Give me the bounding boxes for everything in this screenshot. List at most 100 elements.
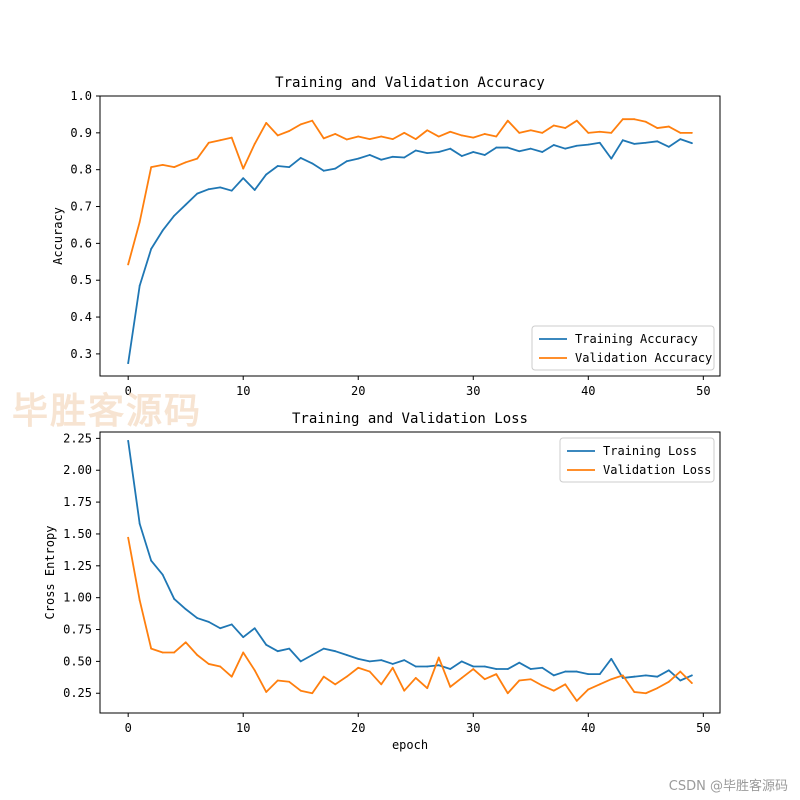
x-tick-label: 0: [125, 721, 132, 735]
validation-loss-point: [552, 689, 555, 692]
training-accuracy-point: [391, 155, 394, 158]
validation-loss-point: [598, 683, 601, 686]
loss-plot: Training and Validation Loss 0 10 20 30 40 50 0…: [43, 411, 721, 752]
validation-accuracy-point: [495, 135, 498, 138]
training-accuracy-point: [403, 156, 406, 159]
training-loss-point: [598, 673, 601, 676]
validation-loss-point: [161, 651, 164, 654]
validation-accuracy-point: [483, 133, 486, 135]
validation-accuracy-point: [690, 131, 693, 134]
training-loss-point: [679, 679, 682, 682]
validation-accuracy-point: [219, 139, 222, 142]
training-loss-point: [265, 643, 268, 646]
training-loss-point: [633, 675, 636, 678]
training-accuracy-point: [552, 144, 555, 146]
validation-accuracy-point: [138, 221, 141, 223]
validation-accuracy-point: [679, 131, 682, 134]
training-loss-point: [288, 647, 291, 650]
validation-loss-point: [483, 678, 486, 681]
legend-label: Training Loss: [603, 444, 697, 458]
validation-accuracy-point: [368, 138, 371, 141]
training-loss-point: [506, 668, 509, 670]
validation-loss-point: [265, 691, 268, 693]
training-accuracy-point: [610, 157, 613, 160]
training-accuracy-point: [357, 157, 360, 160]
validation-accuracy-point: [529, 129, 532, 132]
validation-accuracy-point: [288, 130, 291, 132]
y-tick-label: 0.9: [70, 126, 92, 140]
training-accuracy-point: [633, 142, 636, 145]
legend-label: Validation Loss: [603, 463, 711, 477]
validation-loss-point: [690, 682, 693, 684]
validation-loss-point: [150, 647, 153, 650]
watermark: 毕胜客源码: [12, 391, 203, 432]
x-tick-label: 50: [696, 384, 710, 398]
validation-loss-point: [667, 680, 670, 683]
validation-loss-line: [127, 536, 693, 702]
validation-loss-point: [380, 683, 383, 686]
validation-loss-point: [219, 665, 222, 668]
training-loss-point: [242, 636, 245, 639]
validation-accuracy-point: [610, 131, 613, 134]
validation-loss-point: [138, 599, 141, 602]
training-loss-point: [207, 620, 210, 623]
training-loss-point: [150, 559, 153, 562]
training-accuracy-point: [219, 186, 222, 189]
training-loss-point: [587, 673, 590, 676]
training-loss-point: [564, 670, 567, 673]
validation-loss-point: [679, 670, 682, 673]
validation-accuracy-point: [161, 163, 164, 166]
training-accuracy-point: [690, 142, 693, 145]
footer-credit: CSDN @毕胜客源码: [668, 779, 788, 794]
training-accuracy-point: [288, 166, 291, 169]
validation-accuracy-point: [357, 135, 360, 138]
training-loss-point: [483, 665, 486, 668]
training-loss-point: [219, 627, 222, 630]
training-accuracy-point: [207, 188, 210, 191]
validation-accuracy-point: [587, 131, 590, 134]
validation-accuracy-point: [380, 135, 383, 138]
training-accuracy-point: [127, 362, 130, 365]
training-accuracy-point: [242, 177, 245, 180]
validation-loss-point: [575, 699, 578, 702]
accuracy-plot: Training and Validation Accuracy 0 10 20 30 4…: [51, 75, 721, 398]
validation-loss-point: [644, 692, 647, 695]
validation-loss-point: [610, 678, 613, 681]
training-loss-point: [391, 663, 394, 665]
training-accuracy-point: [426, 152, 429, 155]
validation-loss-point: [621, 674, 624, 677]
training-loss-point: [426, 665, 429, 668]
y-tick-label: 1.75: [63, 495, 92, 509]
training-accuracy-point: [161, 229, 164, 232]
training-loss-point: [322, 647, 325, 650]
training-loss-point: [529, 668, 532, 670]
training-loss-line: [127, 440, 693, 682]
validation-accuracy-point: [184, 161, 187, 164]
y-tick-label: 2.25: [63, 431, 92, 445]
validation-loss-point: [437, 656, 440, 659]
validation-loss-point: [449, 685, 452, 688]
training-loss-point: [299, 660, 302, 663]
training-loss-point: [610, 657, 613, 660]
validation-loss-point: [414, 677, 417, 679]
validation-loss-point: [564, 683, 567, 686]
training-loss-point: [414, 665, 417, 668]
y-tick-label: 0.7: [70, 200, 92, 214]
training-accuracy-point: [322, 169, 325, 172]
training-loss-point: [460, 660, 463, 663]
training-loss-point: [449, 668, 452, 670]
validation-accuracy-point: [667, 125, 670, 128]
training-loss-point: [127, 440, 130, 442]
validation-accuracy-point: [518, 131, 521, 134]
training-accuracy-point: [173, 214, 176, 217]
training-accuracy-point: [667, 145, 670, 148]
training-accuracy-point: [518, 150, 521, 153]
x-tick-label: 40: [581, 384, 595, 398]
training-accuracy-point: [334, 167, 337, 170]
validation-accuracy-point: [437, 135, 440, 138]
y-tick-label: 2.00: [63, 463, 92, 477]
validation-loss-point: [656, 687, 659, 690]
training-loss-point: [380, 659, 383, 662]
validation-accuracy-point: [265, 121, 268, 124]
